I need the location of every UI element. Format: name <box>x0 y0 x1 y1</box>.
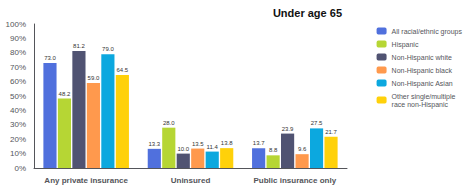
svg-text:59.0: 59.0 <box>88 75 100 81</box>
svg-text:13.8: 13.8 <box>221 140 233 146</box>
svg-text:28.0: 28.0 <box>163 120 175 126</box>
svg-text:60%: 60% <box>10 77 26 86</box>
svg-text:73.0: 73.0 <box>44 55 56 61</box>
svg-text:Non-Hispanic black: Non-Hispanic black <box>392 67 453 75</box>
svg-text:10.0: 10.0 <box>177 146 189 152</box>
svg-text:48.2: 48.2 <box>59 91 71 97</box>
svg-text:Uninsured: Uninsured <box>171 176 211 185</box>
svg-text:Other single/multiple: Other single/multiple <box>392 93 456 101</box>
svg-text:64.5: 64.5 <box>117 67 129 73</box>
svg-text:0%: 0% <box>14 164 26 173</box>
svg-text:Any private insurance: Any private insurance <box>44 176 128 185</box>
svg-text:9.6: 9.6 <box>298 146 307 152</box>
svg-text:81.2: 81.2 <box>73 43 85 49</box>
svg-text:90%: 90% <box>10 34 26 43</box>
svg-text:13.7: 13.7 <box>253 140 265 146</box>
svg-text:20%: 20% <box>10 135 26 144</box>
svg-text:70%: 70% <box>10 63 26 72</box>
svg-text:79.0: 79.0 <box>102 46 114 52</box>
svg-text:Non-Hispanic white: Non-Hispanic white <box>392 54 452 62</box>
svg-text:27.5: 27.5 <box>311 120 323 126</box>
svg-text:21.7: 21.7 <box>325 129 337 135</box>
svg-text:23.9: 23.9 <box>282 126 294 132</box>
svg-text:13.3: 13.3 <box>148 141 160 147</box>
svg-text:11.4: 11.4 <box>207 144 219 150</box>
svg-text:Non-Hispanic Asian: Non-Hispanic Asian <box>392 80 453 88</box>
svg-text:80%: 80% <box>10 48 26 57</box>
svg-text:race non-Hispanic: race non-Hispanic <box>392 101 449 109</box>
svg-text:Under age 65: Under age 65 <box>273 7 342 19</box>
svg-text:All racial/ethnic groups: All racial/ethnic groups <box>392 28 463 36</box>
svg-text:Public insurance only: Public insurance only <box>253 176 336 185</box>
svg-text:10%: 10% <box>10 149 26 158</box>
svg-text:40%: 40% <box>10 106 26 115</box>
svg-text:100%: 100% <box>6 20 26 29</box>
svg-text:13.5: 13.5 <box>192 141 204 147</box>
svg-text:Hispanic: Hispanic <box>392 41 419 49</box>
svg-text:30%: 30% <box>10 120 26 129</box>
svg-text:50%: 50% <box>10 92 26 101</box>
svg-text:8.8: 8.8 <box>269 147 278 153</box>
